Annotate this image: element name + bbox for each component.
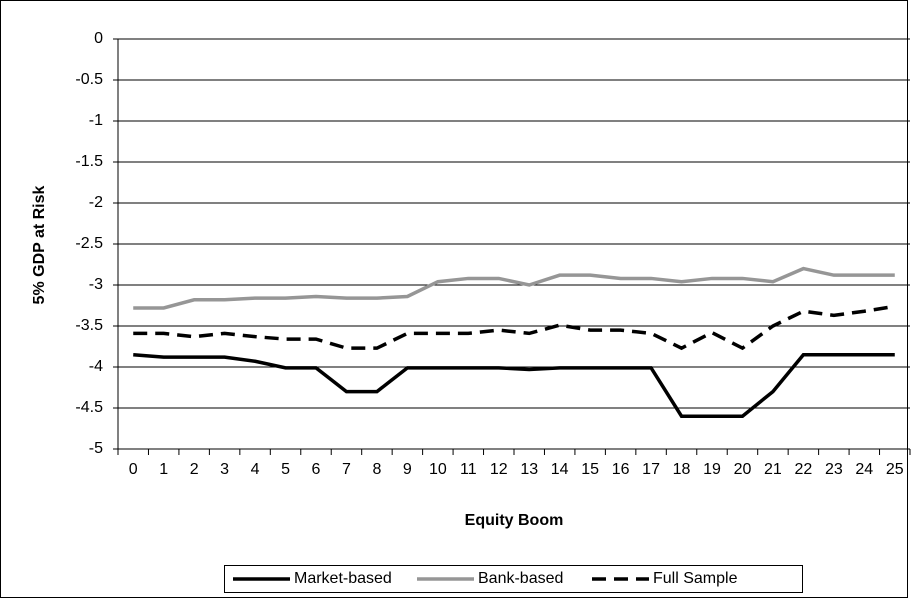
y-tick-label: 0: [94, 30, 103, 47]
legend-label: Bank-based: [478, 570, 563, 587]
y-tick-label: -2.5: [75, 235, 103, 252]
y-tick-label: -0.5: [75, 71, 103, 88]
x-tick-label: 13: [520, 461, 538, 478]
x-tick-label: 17: [642, 461, 660, 478]
x-tick-label: 23: [825, 461, 843, 478]
y-tick-label: -3.5: [75, 317, 103, 334]
series-line: [133, 266, 895, 310]
x-tick-label: 19: [703, 461, 721, 478]
x-tick-label: 12: [490, 461, 508, 478]
series-line: [133, 352, 895, 418]
x-tick-label: 8: [372, 461, 381, 478]
x-tick-label: 24: [855, 461, 873, 478]
x-tick-label: 4: [251, 461, 260, 478]
x-tick-label: 11: [460, 461, 477, 478]
x-tick-label: 3: [220, 461, 229, 478]
x-tick-label: 2: [190, 461, 199, 478]
x-tick-label: 16: [612, 461, 630, 478]
y-tick-label: -1: [89, 112, 103, 129]
x-tick-label: 15: [581, 461, 599, 478]
x-tick-label: 22: [794, 461, 812, 478]
x-tick-label: 18: [673, 461, 691, 478]
x-tick-label: 9: [403, 461, 412, 478]
y-tick-label: -4: [89, 358, 103, 375]
y-tick-label: -2: [89, 194, 103, 211]
x-tick-label: 21: [764, 461, 782, 478]
x-axis-title: Equity Boom: [465, 512, 564, 529]
x-tick-label: 20: [734, 461, 752, 478]
x-tick-label: 10: [429, 461, 447, 478]
legend-box: [224, 565, 803, 593]
x-tick-label: 0: [129, 461, 138, 478]
series-line: [133, 304, 896, 351]
legend-label: Full Sample: [653, 570, 738, 587]
y-tick-label: -1.5: [75, 153, 103, 170]
y-axis-title: 5% GDP at Risk: [31, 185, 48, 304]
x-tick-label: 25: [886, 461, 904, 478]
x-tick-label: 14: [551, 461, 569, 478]
y-tick-label: -4.5: [75, 399, 103, 416]
x-tick-label: 7: [342, 461, 351, 478]
y-tick-label: -3: [89, 276, 103, 293]
legend-label: Market-based: [294, 570, 392, 587]
x-tick-label: 6: [312, 461, 321, 478]
x-tick-label: 5: [281, 461, 290, 478]
y-tick-label: -5: [89, 440, 103, 457]
x-tick-label: 1: [159, 461, 168, 478]
